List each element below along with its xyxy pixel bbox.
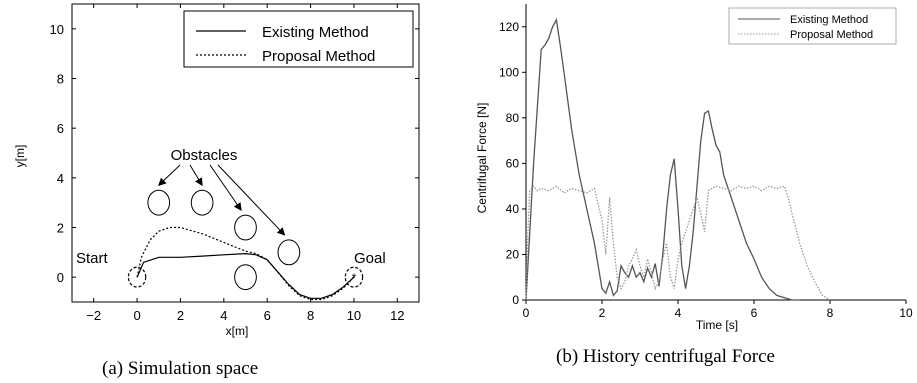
chart-a-simulation-space: * −2 0 2 4 6 8 10 12 0 2 4 6 8 10 Obstacles Start Goa… <box>13 3 420 379</box>
chart-a-ytick-label: 10 <box>50 22 64 37</box>
chart-a-xtick-label: 10 <box>347 308 361 323</box>
series-b-existing-line <box>525 17 800 301</box>
legend-b-proposal-label: Proposal Method <box>790 29 873 41</box>
chart-a-ytick-label: 4 <box>57 171 64 186</box>
series-b-proposal-line <box>525 185 831 301</box>
chart-b-ylabel: Centrifugal Force [N] <box>475 103 489 214</box>
chart-b-xtick-label: 0 <box>523 306 530 320</box>
chart-b-xtick-label: 8 <box>827 306 834 320</box>
series-a-proposal-line <box>136 226 355 301</box>
goal-star-icon: * <box>352 271 357 285</box>
chart-a-xtick-label: 12 <box>390 308 404 323</box>
obstacles-layer: * <box>127 189 364 291</box>
chart-a-ylabel: y[m] <box>13 145 27 168</box>
obstacle-circle <box>277 239 301 266</box>
obstacle-circle <box>147 189 171 216</box>
chart-b-xtick-label: 2 <box>599 306 606 320</box>
obstacle-arrow <box>158 164 181 186</box>
chart-b-ytick-label: 80 <box>506 111 520 125</box>
series-a-existing-line <box>136 252 355 299</box>
obstacle-arrow <box>209 164 242 211</box>
goal-marker <box>344 266 364 288</box>
start-marker <box>127 266 147 288</box>
chart-b-ytick-label: 60 <box>506 156 520 170</box>
chart-a-xtick-label: 6 <box>264 308 271 323</box>
chart-a-xtick-label: 4 <box>220 308 227 323</box>
chart-b-xtick-label: 10 <box>899 306 913 320</box>
chart-a-xtick-label: 0 <box>133 308 140 323</box>
obstacle-circle <box>190 189 214 216</box>
chart-a-ticks: −2 0 2 4 6 8 10 12 0 2 4 6 8 10 <box>50 4 419 323</box>
chart-b-lines <box>525 17 831 301</box>
chart-a-ytick-label: 6 <box>57 121 64 136</box>
chart-b-xtick-label: 4 <box>675 306 682 320</box>
chart-b-xtick-label: 6 <box>751 306 758 320</box>
obstacle-circle <box>234 214 257 241</box>
chart-b-xlabel: Time [s] <box>696 318 738 332</box>
chart-b-ytick-label: 0 <box>512 293 519 307</box>
legend-a-proposal-label: Proposal Method <box>262 48 375 65</box>
obstacle-arrow <box>217 164 286 236</box>
legend-b-existing-label: Existing Method <box>790 14 868 26</box>
chart-b-caption: (b) History centrifugal Force <box>556 346 775 367</box>
legend-a-existing-label: Existing Method <box>262 24 369 41</box>
obstacle-arrow <box>189 164 203 187</box>
chart-b-legend-box <box>728 7 897 45</box>
chart-b-ytick-label: 100 <box>499 65 519 79</box>
chart-b-ytick-label: 40 <box>506 202 520 216</box>
chart-a-xtick-label: −2 <box>86 308 101 323</box>
chart-a-ytick-label: 2 <box>57 221 64 236</box>
chart-a-lines <box>136 226 355 301</box>
chart-a-caption: (a) Simulation space <box>102 358 258 379</box>
obstacle-circle <box>234 264 257 291</box>
chart-a-xlabel: x[m] <box>226 324 249 338</box>
chart-a-ytick-label: 0 <box>57 270 64 285</box>
obstacles-annotation: Obstacles <box>171 147 238 164</box>
chart-a-legend-box <box>183 10 414 68</box>
goal-annotation: Goal <box>354 250 386 267</box>
obstacle-arrows <box>158 164 286 236</box>
chart-a-xtick-label: 8 <box>307 308 314 323</box>
chart-b-ytick-label: 120 <box>499 20 519 34</box>
chart-b-ytick-label: 20 <box>506 247 520 261</box>
chart-a-ytick-label: 8 <box>57 72 64 87</box>
start-annotation: Start <box>76 250 109 267</box>
chart-a-xtick-label: 2 <box>177 308 184 323</box>
